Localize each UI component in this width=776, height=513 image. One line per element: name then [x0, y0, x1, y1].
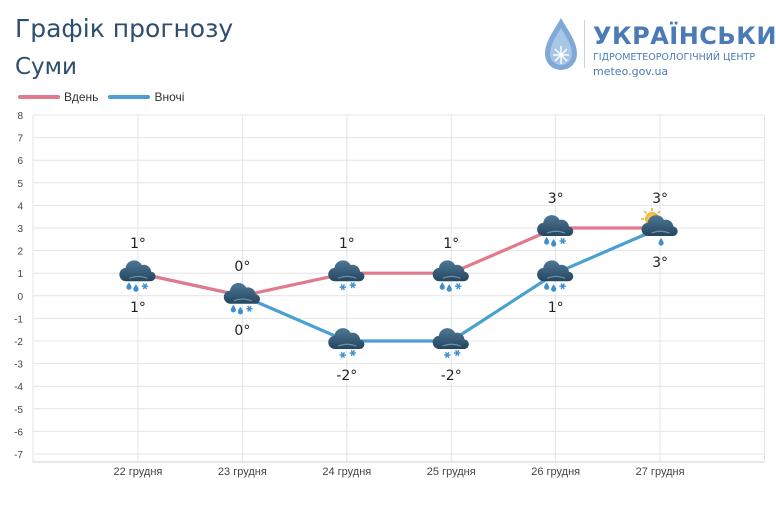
cloud-snow-icon	[327, 328, 365, 359]
legend-night-swatch	[108, 95, 151, 99]
grid	[32, 114, 766, 462]
night-value-label: -2°	[441, 368, 462, 384]
x-tick-label: 23 грудня	[218, 466, 267, 478]
weather-icons	[118, 208, 679, 359]
y-tick-label: -4	[14, 382, 23, 393]
cloud-snow-icon	[432, 328, 470, 359]
y-tick-label: 1	[17, 269, 23, 280]
logo-separator	[584, 20, 585, 68]
axes: 8 7 6 5 4 3 2 1 0 -1 -2 -3 -4 -5 -6 -7 22 грудня 23 грудн…	[14, 111, 764, 478]
cloud-snow-rain-icon	[223, 282, 261, 315]
cloud-snow-rain-icon	[536, 260, 574, 292]
night-value-label: -2°	[336, 368, 357, 384]
logo-name: УКРАЇНСЬКИЙ	[593, 22, 776, 50]
x-tick-label: 22 грудня	[114, 466, 163, 478]
day-value-label: 1°	[130, 236, 146, 252]
series-lines	[136, 226, 662, 343]
y-tick-label: 0	[17, 292, 23, 303]
legend-day-swatch	[18, 95, 60, 99]
y-tick-label: 4	[17, 201, 23, 212]
x-tick-label: 27 грудня	[636, 466, 685, 478]
y-tick-label: -7	[14, 450, 23, 461]
y-tick-label: 8	[17, 111, 23, 122]
sun-cloud-rain-icon	[641, 208, 679, 246]
series-line-day	[136, 226, 662, 298]
y-tick-label: 5	[17, 179, 23, 190]
logo-site[interactable]: meteo.gov.ua	[593, 65, 669, 78]
y-tick-label: 3	[17, 224, 23, 235]
legend-day-label: Вдень	[64, 90, 99, 104]
water-drop-icon	[545, 18, 577, 70]
legend-item-day[interactable]: Вдень	[18, 90, 98, 104]
night-value-label: 0°	[234, 323, 250, 339]
legend-night-label: Вночі	[154, 90, 185, 104]
day-value-label: 3°	[548, 191, 564, 207]
y-tick-label: -5	[14, 405, 23, 416]
y-tick-label: -1	[14, 314, 23, 325]
logo-subtitle: ГІДРОМЕТЕОРОЛОГІЧНИЙ ЦЕНТР	[593, 52, 756, 63]
night-value-label: 1°	[548, 300, 564, 316]
y-tick-label: -6	[14, 427, 23, 438]
night-value-label: 1°	[130, 300, 146, 316]
cloud-snow-icon	[327, 260, 365, 291]
cloud-snow-rain-icon	[432, 260, 470, 292]
legend: Вдень Вночі	[18, 90, 194, 104]
data-labels: 1° 1° 0° 0° 1° -2° 1° -2° 3° 1° 3° 3°	[130, 191, 668, 384]
day-value-label: 1°	[443, 236, 459, 252]
y-tick-label: 2	[17, 247, 23, 258]
x-tick-label: 25 грудня	[427, 466, 476, 478]
city-name: Суми	[15, 54, 77, 80]
cloud-snow-rain-icon	[536, 215, 574, 247]
x-tick-label: 26 грудня	[531, 466, 580, 478]
logo[interactable]: УКРАЇНСЬКИЙ ГІДРОМЕТЕОРОЛОГІЧНИЙ ЦЕНТР m…	[543, 16, 776, 80]
day-value-label: 0°	[234, 259, 250, 275]
y-tick-label: 6	[17, 156, 23, 167]
day-value-label: 3°	[652, 191, 668, 207]
y-tick-label: -2	[14, 337, 23, 348]
y-tick-label: 7	[17, 134, 23, 145]
x-tick-label: 24 грудня	[322, 466, 371, 478]
y-tick-label: -3	[14, 360, 23, 371]
cloud-snow-rain-icon	[118, 260, 157, 292]
legend-item-night[interactable]: Вночі	[108, 90, 184, 104]
night-value-label: 3°	[652, 255, 668, 271]
day-value-label: 1°	[339, 236, 355, 252]
series-line-night	[136, 226, 662, 343]
chart-title: Графік прогнозу	[15, 14, 234, 43]
